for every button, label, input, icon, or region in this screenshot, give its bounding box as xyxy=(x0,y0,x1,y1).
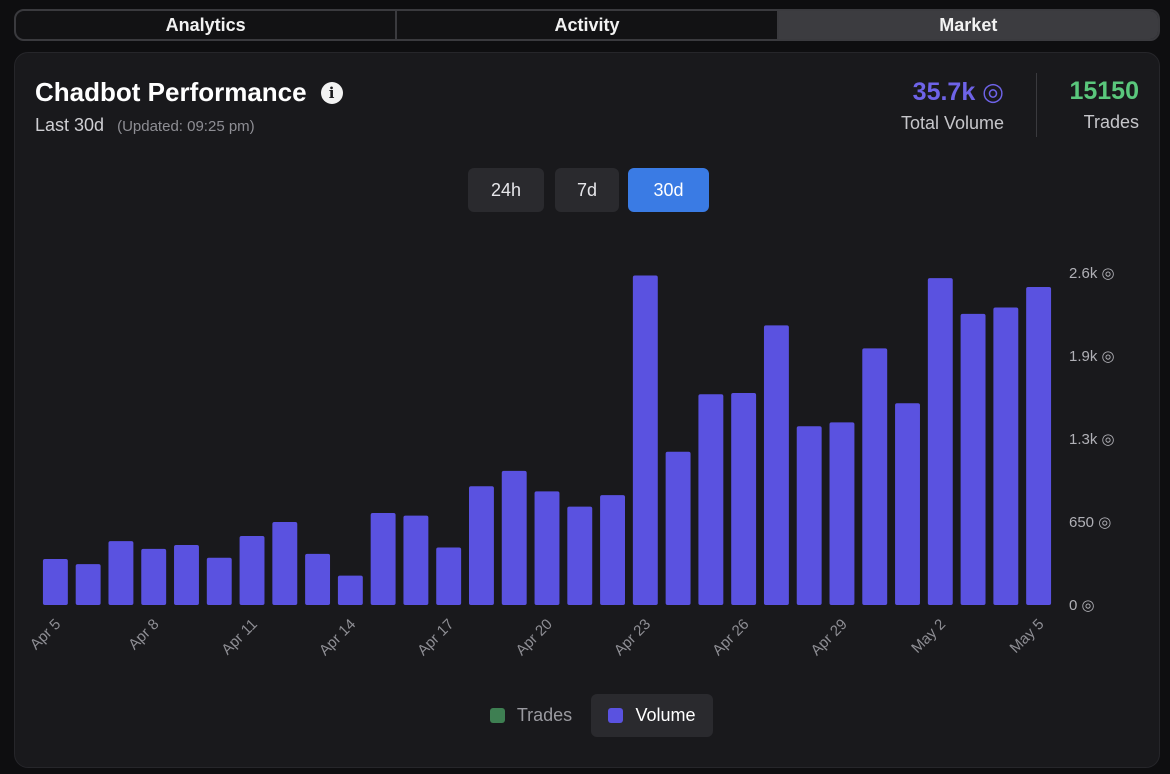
range-24h-button[interactable]: 24h xyxy=(468,168,544,212)
volume-bar xyxy=(141,548,167,605)
tab-bar: Analytics Activity Market xyxy=(14,9,1160,41)
x-tick-label: Apr 20 xyxy=(513,616,556,659)
volume-bar xyxy=(600,495,626,605)
x-tick-label: Apr 17 xyxy=(414,616,457,659)
legend-volume-swatch xyxy=(608,708,624,723)
volume-bar xyxy=(993,307,1019,605)
volume-bar xyxy=(632,275,658,605)
volume-bar xyxy=(436,547,462,605)
volume-bar xyxy=(534,491,560,605)
x-tick-label: Apr 14 xyxy=(316,616,359,659)
x-tick-label: May 2 xyxy=(908,616,949,657)
x-tick-label: Apr 11 xyxy=(218,616,260,658)
volume-bar xyxy=(239,536,265,605)
x-tick-label: May 5 xyxy=(1007,616,1048,657)
total-volume-label: Total Volume xyxy=(900,113,1004,133)
volume-bar xyxy=(42,559,68,605)
x-tick-label: Apr 23 xyxy=(611,616,654,659)
trades-label: Trades xyxy=(1083,112,1139,132)
volume-bar xyxy=(927,278,953,605)
card-title: Chadbot Performance xyxy=(35,77,307,107)
volume-bar-chart: 0 ◎ 650 ◎ 1.3k ◎ 1.9k ◎ 2.6k ◎ Apr 5 Apr 8 Apr … xyxy=(27,265,1115,659)
volume-bar xyxy=(895,403,920,605)
y-tick-label: 2.6k ◎ xyxy=(1069,265,1115,282)
period-label: Last 30d xyxy=(35,115,105,135)
tab-activity[interactable]: Activity xyxy=(395,11,776,39)
volume-bar xyxy=(862,348,888,605)
trades-value: 15150 xyxy=(1069,77,1139,105)
legend-trades-label: Trades xyxy=(516,705,573,725)
x-tick-label: Apr 5 xyxy=(27,616,64,653)
volume-bar xyxy=(567,506,593,605)
volume-bar xyxy=(796,426,822,605)
updated-time: (Updated: 09:25 pm) xyxy=(117,118,255,135)
volume-bar xyxy=(403,515,429,605)
legend-trades[interactable]: Trades xyxy=(476,694,586,737)
tab-market[interactable]: Market xyxy=(776,11,1158,39)
y-tick-label: 1.3k ◎ xyxy=(1069,431,1115,448)
volume-bar xyxy=(665,451,691,605)
volume-bar xyxy=(698,394,724,605)
legend-volume-label: Volume xyxy=(635,705,696,725)
volume-bar xyxy=(337,575,363,605)
stat-divider xyxy=(1036,73,1037,137)
y-tick-label: 0 ◎ xyxy=(1069,597,1095,614)
volume-bar xyxy=(763,325,789,605)
info-icon[interactable]: i xyxy=(320,81,343,104)
volume-bar xyxy=(731,393,757,605)
volume-bar xyxy=(960,313,986,605)
trades-stat: 15150 Trades xyxy=(1069,77,1139,133)
y-tick-label: 1.9k ◎ xyxy=(1069,348,1115,365)
card-title-row: Chadbot Performance i xyxy=(35,77,343,108)
x-tick-label: Apr 8 xyxy=(125,616,162,653)
volume-bar xyxy=(108,541,134,605)
volume-bar xyxy=(829,422,855,605)
x-tick-label: Apr 26 xyxy=(709,616,752,659)
range-30d-button[interactable]: 30d xyxy=(628,168,709,212)
volume-bar xyxy=(468,486,494,605)
y-tick-label: 650 ◎ xyxy=(1069,514,1111,531)
x-tick-label: Apr 29 xyxy=(808,616,851,659)
performance-card: Chadbot Performance i Last 30d (Updated:… xyxy=(14,52,1160,768)
volume-bar xyxy=(370,513,396,605)
volume-bar xyxy=(1026,287,1052,605)
legend-volume[interactable]: Volume xyxy=(591,694,713,737)
volume-bar xyxy=(206,557,232,605)
total-volume-stat: 35.7k ◎ Total Volume xyxy=(901,77,1004,134)
total-volume-value: 35.7k ◎ xyxy=(912,78,1004,106)
volume-bar xyxy=(174,544,199,605)
tab-analytics[interactable]: Analytics xyxy=(165,14,246,35)
legend-trades-swatch xyxy=(489,708,505,723)
range-7d-button[interactable]: 7d xyxy=(555,168,619,212)
volume-bar xyxy=(75,564,101,605)
volume-bar xyxy=(272,522,298,605)
volume-bar xyxy=(501,470,527,605)
volume-bar xyxy=(305,553,331,605)
card-subtitle: Last 30d (Updated: 09:25 pm) xyxy=(35,115,255,136)
